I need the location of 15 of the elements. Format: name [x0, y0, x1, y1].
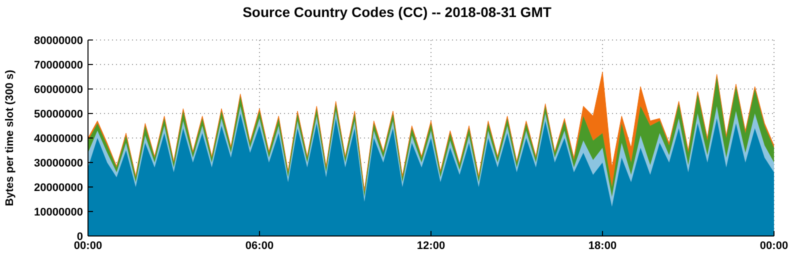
- x-tick-label: 12:00: [416, 240, 446, 252]
- x-tick-label: 06:00: [245, 240, 274, 252]
- y-tick-label: 20000000: [34, 182, 83, 194]
- y-tick-label: 60000000: [34, 84, 83, 96]
- y-tick-label: 80000000: [34, 34, 83, 47]
- y-tick-label: 40000000: [34, 132, 83, 145]
- y-axis-title: Bytes per time slot (300 s): [4, 70, 16, 206]
- y-tick-label: 70000000: [34, 59, 83, 72]
- y-tick-label: 50000000: [34, 108, 83, 120]
- x-tick-label: 00:00: [760, 240, 788, 252]
- y-tick-label: 30000000: [34, 157, 83, 170]
- x-tick-label: 18:00: [588, 240, 617, 252]
- chart-title: Source Country Codes (CC) -- 2018-08-31 GMT: [242, 4, 552, 20]
- y-tick-label: 10000000: [34, 206, 83, 218]
- x-tick-label: 00:00: [74, 240, 102, 252]
